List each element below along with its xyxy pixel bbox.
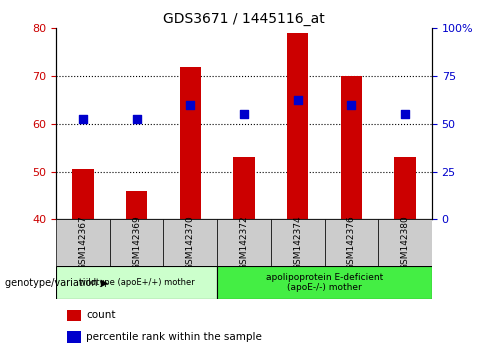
Text: apolipoprotein E-deficient
(apoE-/-) mother: apolipoprotein E-deficient (apoE-/-) mot… [266, 273, 383, 292]
Text: wildtype (apoE+/+) mother: wildtype (apoE+/+) mother [79, 278, 195, 287]
FancyBboxPatch shape [271, 219, 325, 266]
Text: GSM142374: GSM142374 [293, 215, 302, 270]
Point [133, 116, 141, 122]
FancyBboxPatch shape [217, 219, 271, 266]
FancyBboxPatch shape [56, 266, 217, 299]
Text: GSM142376: GSM142376 [347, 215, 356, 270]
Text: GSM142367: GSM142367 [79, 215, 87, 270]
Point [240, 112, 248, 117]
Point [186, 102, 194, 108]
Bar [67, 309, 81, 321]
Bar [126, 191, 147, 219]
Text: GSM142369: GSM142369 [132, 215, 141, 270]
Bar [287, 33, 308, 219]
Title: GDS3671 / 1445116_at: GDS3671 / 1445116_at [163, 12, 325, 26]
Point [79, 116, 87, 122]
Text: genotype/variation ▶: genotype/variation ▶ [5, 278, 108, 288]
Point [347, 102, 355, 108]
Text: percentile rank within the sample: percentile rank within the sample [86, 332, 262, 342]
Text: GSM142380: GSM142380 [401, 215, 409, 270]
FancyBboxPatch shape [110, 219, 163, 266]
Bar [180, 67, 201, 219]
Point [401, 112, 409, 117]
Bar [233, 157, 255, 219]
Text: GSM142370: GSM142370 [186, 215, 195, 270]
FancyBboxPatch shape [217, 266, 432, 299]
FancyBboxPatch shape [325, 219, 378, 266]
FancyBboxPatch shape [378, 219, 432, 266]
FancyBboxPatch shape [56, 219, 110, 266]
Bar [72, 169, 94, 219]
Bar [341, 76, 362, 219]
Bar [67, 331, 81, 343]
Text: count: count [86, 310, 116, 320]
Point [294, 97, 302, 103]
FancyBboxPatch shape [163, 219, 217, 266]
Bar [394, 157, 416, 219]
Text: GSM142372: GSM142372 [240, 215, 248, 270]
